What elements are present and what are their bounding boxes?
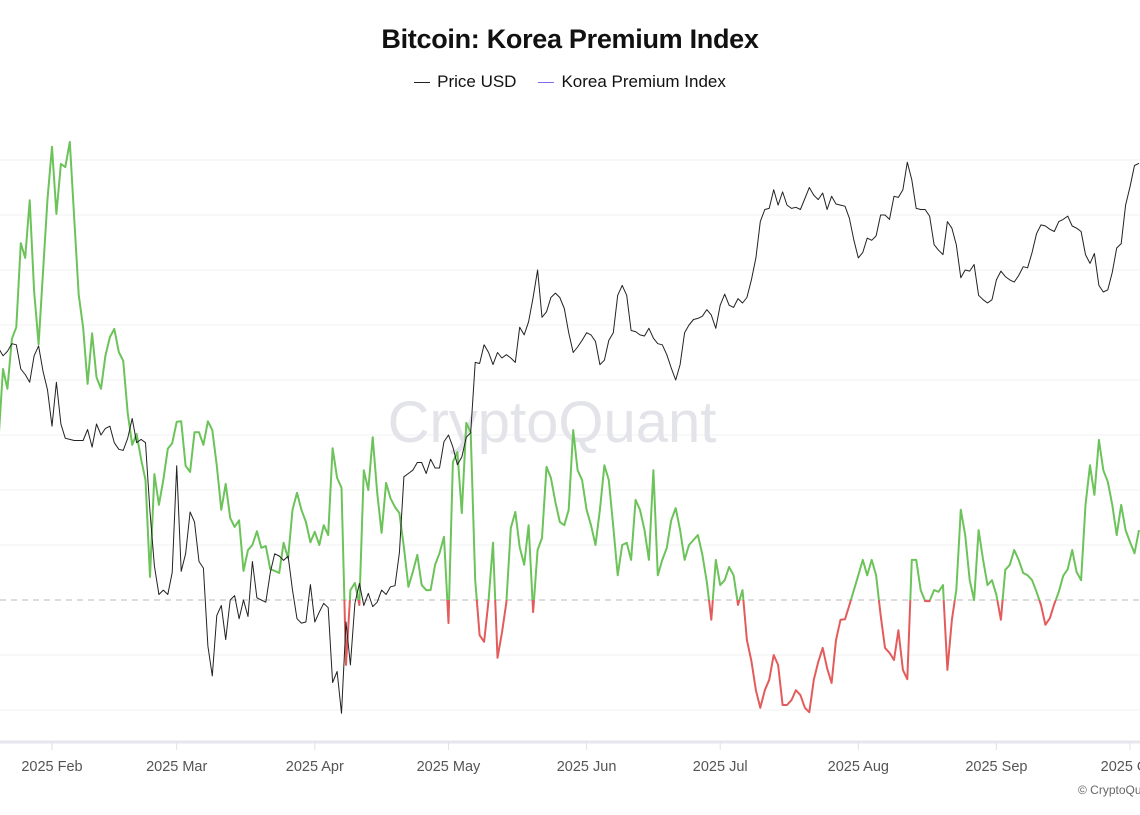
premium-segment-positive [909,558,926,601]
premium-segment-negative [742,599,852,714]
premium-segment-negative [1038,599,1057,626]
price-usd-line [0,161,1140,714]
x-tick-label: 2025 Jun [557,759,617,775]
x-axis-ticks: 2025 Feb 2025 Mar 2025 Apr 2025 May 2025 Jun… [21,742,1140,775]
legend-item-price-usd[interactable]: Price USD [414,72,516,92]
premium-segment-negative [942,599,956,671]
premium-segment-positive [505,511,534,601]
korea-premium-series [0,140,1140,714]
price-usd-swatch-icon [414,81,431,83]
premium-segment-negative [996,599,1004,621]
x-tick-label: 2025 May [417,759,481,775]
premium-segment-positive [738,589,745,601]
premium-segment-negative [357,599,361,606]
x-tick-label: 2025 Oct [1101,759,1140,775]
premium-segment-positive [0,140,346,601]
premium-segment-negative [475,599,490,643]
premium-segment-negative [531,599,535,614]
premium-segment-positive [1001,549,1041,601]
premium-segment-negative [343,599,351,666]
korea-premium-swatch-icon [538,81,555,83]
premium-segment-positive [487,541,497,601]
premium-segment-negative [736,599,741,606]
premium-segment-negative [494,599,508,659]
x-tick-label: 2025 Mar [146,759,207,775]
legend-item-korea-premium[interactable]: Korea Premium Index [538,72,726,92]
legend-label-korea-premium: Korea Premium Index [561,72,726,91]
premium-segment-positive [533,429,710,601]
x-tick-label: 2025 Feb [21,759,82,775]
x-tick-label: 2025 Jul [693,759,748,775]
premium-segment-positive [1054,438,1140,601]
premium-segment-positive [448,421,478,601]
premium-segment-positive [711,558,739,601]
premium-segment-positive [358,436,449,601]
x-tick-label: 2025 Apr [286,759,344,775]
premium-segment-negative [708,599,714,621]
chart-title: Bitcoin: Korea Premium Index [381,24,759,54]
credit-text: © CryptoQuant [1078,783,1140,797]
premium-segment-negative [923,599,931,603]
premium-segment-negative [877,599,912,681]
watermark-logo: CryptoQuant [388,390,717,455]
legend-label-price-usd: Price USD [437,72,517,91]
premium-segment-positive [953,508,999,601]
premium-segment-negative [446,599,451,625]
premium-segment-positive [929,584,945,601]
x-tick-label: 2025 Aug [828,759,889,775]
x-tick-label: 2025 Sep [965,759,1027,775]
premium-segment-positive [849,558,880,601]
premium-segment-positive [348,582,360,601]
legend: Price USD Korea Premium Index [0,72,1140,92]
